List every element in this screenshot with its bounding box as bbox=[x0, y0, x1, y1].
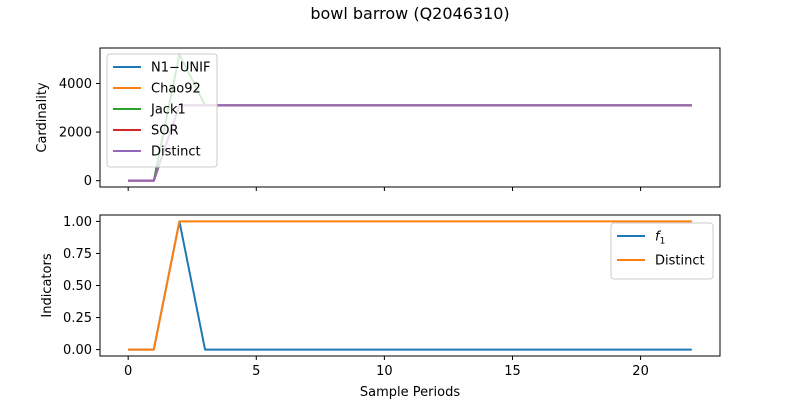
legend-label: Chao92 bbox=[151, 82, 201, 97]
legend-label: f1 bbox=[655, 230, 665, 247]
indicators-axes: 0 5 10 15 20 0.00 0.25 0.50 0.75 1.00 Indicators Sa… bbox=[40, 214, 721, 400]
axes-frame bbox=[99, 47, 721, 188]
y-axis-label: Cardinality bbox=[35, 82, 50, 153]
legend-box bbox=[610, 222, 714, 280]
legend-label: Distinct bbox=[151, 145, 201, 160]
cardinality-axes: 0 2000 4000 Cardinality N1−UNIF Chao92 Jack1 SO… bbox=[35, 47, 721, 191]
y-tick-label: 0.75 bbox=[63, 247, 92, 262]
legend-label: SOR bbox=[151, 124, 179, 139]
x-tick-label: 0 bbox=[124, 364, 132, 379]
x-tick-label: 20 bbox=[632, 364, 649, 379]
y-tick-label: 0.50 bbox=[63, 279, 92, 294]
y-tick-label: 0.00 bbox=[63, 343, 92, 358]
legend-label: N1−UNIF bbox=[151, 61, 210, 76]
y-tick-label: 0 bbox=[84, 174, 92, 189]
legend-label: Distinct bbox=[655, 254, 705, 269]
y-tick-label: 2000 bbox=[59, 126, 92, 141]
series-line-1-0 bbox=[128, 220, 692, 351]
figure-title: bowl barrow (Q2046310) bbox=[310, 4, 509, 23]
legend-box bbox=[106, 53, 218, 168]
y-tick-label: 4000 bbox=[59, 77, 92, 92]
x-axis-label: Sample Periods bbox=[360, 385, 460, 400]
series-line-1-1 bbox=[128, 220, 692, 351]
series-line-0-4 bbox=[128, 104, 692, 182]
y-tick-label: 1.00 bbox=[63, 215, 92, 230]
x-tick-label: 10 bbox=[376, 364, 393, 379]
legend-label: Jack1 bbox=[150, 103, 186, 118]
legend: N1−UNIF Chao92 Jack1 SOR Distinct bbox=[106, 53, 218, 168]
x-tick-label: 5 bbox=[252, 364, 260, 379]
y-axis-label: Indicators bbox=[40, 253, 55, 317]
x-tick-label: 15 bbox=[504, 364, 521, 379]
y-tick-label: 0.25 bbox=[63, 311, 92, 326]
legend: f1 Distinct bbox=[610, 222, 714, 280]
